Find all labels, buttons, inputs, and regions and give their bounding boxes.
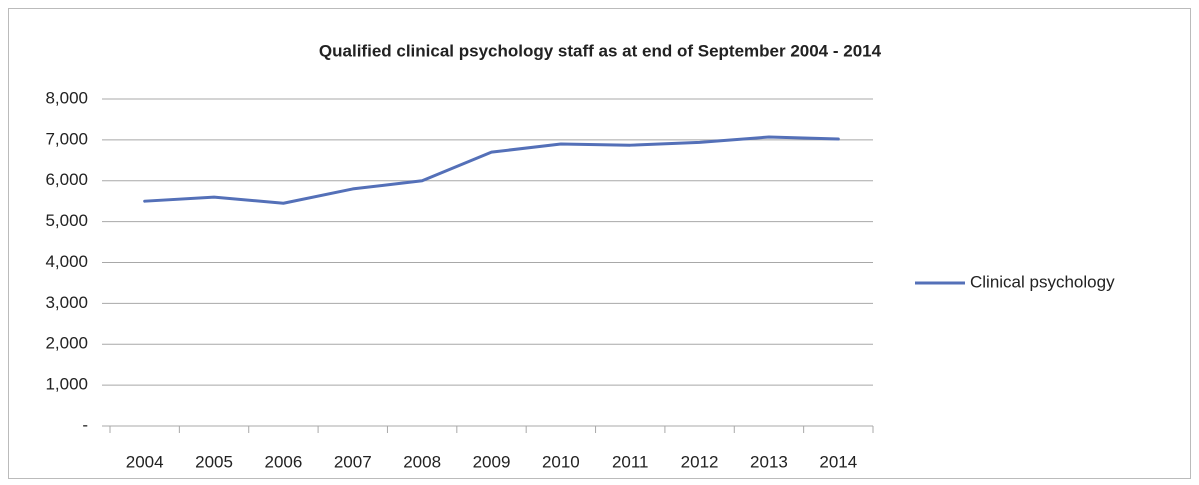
y-tick-label: -: [82, 415, 88, 434]
chart-title: Qualified clinical psychology staff as a…: [319, 41, 882, 60]
y-tick-label: 7,000: [45, 129, 88, 148]
x-tick-label: 2012: [681, 452, 719, 471]
x-tick-label: 2005: [195, 452, 233, 471]
x-tick-label: 2009: [473, 452, 511, 471]
y-tick-label: 6,000: [45, 170, 88, 189]
x-tick-label: 2006: [264, 452, 302, 471]
x-tick-label: 2008: [403, 452, 441, 471]
y-tick-label: 5,000: [45, 211, 88, 230]
y-tick-label: 4,000: [45, 252, 88, 271]
chart-border: [8, 8, 1191, 479]
y-tick-label: 8,000: [45, 88, 88, 107]
x-tick-label: 2011: [612, 452, 649, 471]
data-line: [143, 135, 840, 205]
x-tick-label: 2010: [542, 452, 580, 471]
x-tick-label: 2013: [750, 452, 788, 471]
x-tick-label: 2004: [126, 452, 164, 471]
y-tick-label: 1,000: [45, 375, 88, 394]
legend-label: Clinical psychology: [970, 272, 1115, 291]
y-tick-label: 3,000: [45, 293, 88, 312]
x-tick-label: 2007: [334, 452, 372, 471]
x-tick-label: 2014: [819, 452, 857, 471]
y-tick-label: 2,000: [45, 334, 88, 353]
